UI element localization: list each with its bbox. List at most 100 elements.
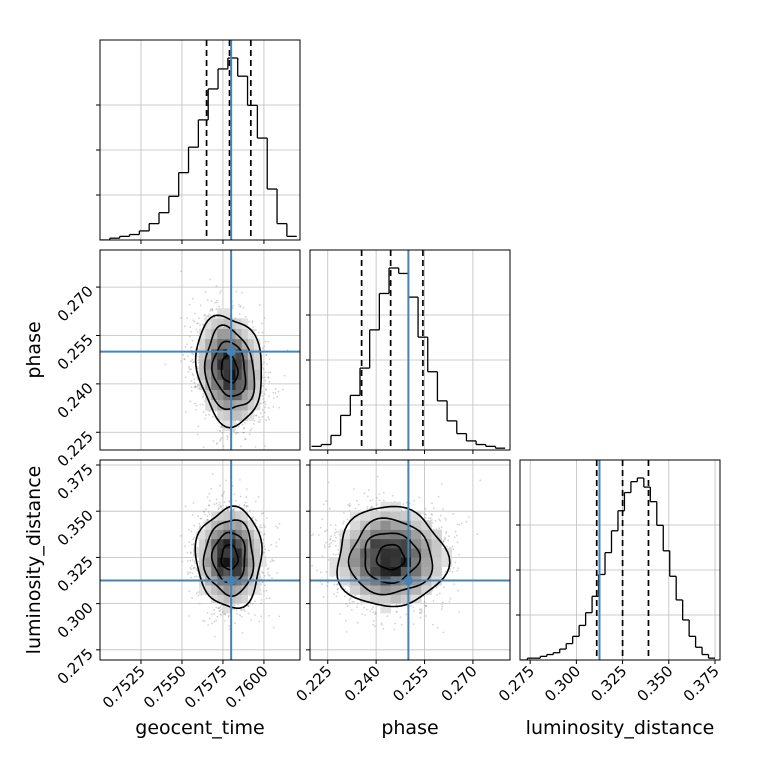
density-cell [217,308,224,319]
sample-point [225,505,228,507]
sample-point [259,412,262,414]
sample-point [241,291,244,294]
panel-frame [99,39,301,241]
sample-point [235,433,238,435]
density-cell [229,566,236,577]
sample-point [195,404,198,407]
sample-point [208,617,211,620]
panel-frame [99,459,301,661]
sample-point [232,605,235,607]
sample-point [192,502,195,504]
sample-point [203,510,206,513]
sample-point [252,423,255,425]
density-cell [235,349,242,360]
sample-point [191,358,194,361]
sample-point [206,299,209,302]
sample-point [194,409,197,411]
density-cell [253,529,261,540]
sample-point [219,484,221,487]
density-cell [229,511,236,521]
sample-point [187,371,190,373]
density-cell [223,318,230,329]
sample-point [209,309,212,312]
contour-level [194,505,263,609]
sample-point [210,487,213,490]
sample-point [217,607,220,609]
sample-point [215,502,218,505]
sample-point [191,572,194,574]
sample-point [192,538,195,540]
density-cell [205,318,212,329]
sample-point [257,331,260,334]
sample-point [242,507,245,510]
sample-point [233,493,236,496]
density-cell [253,349,261,360]
sample-point [224,613,227,615]
sample-point [260,392,263,395]
sample-point [196,569,199,572]
sample-point [218,503,220,506]
sample-point [255,519,258,522]
sample-point [479,479,482,482]
sample-point [264,548,267,551]
density-cell [199,369,206,380]
sample-point [355,606,358,609]
sample-point [270,543,273,546]
sample-point [235,609,238,612]
sample-point [220,290,222,292]
sample-point [202,392,205,395]
density-cell [229,594,236,605]
sample-point [243,610,246,612]
sample-point [259,421,261,423]
sample-point [243,431,246,434]
sample-point [221,432,224,434]
sample-point [335,544,337,547]
sample-point [263,533,265,536]
sample-point [203,417,206,420]
sample-point [187,355,189,357]
sample-point [208,504,211,507]
density-cell [205,369,212,380]
sample-point [275,541,278,544]
sample-point [235,290,238,293]
sample-point [218,507,220,509]
sample-point [189,559,192,562]
sample-point [243,454,245,456]
sample-point [189,400,192,403]
sample-point [278,538,281,541]
sample-point [243,427,246,429]
sample-point [240,305,242,307]
sample-point [252,603,254,605]
sample-point [191,339,194,342]
sample-point [197,322,199,325]
sample-point [184,505,187,508]
sample-point [260,583,262,586]
sample-point [264,445,266,448]
sample-point [258,416,260,419]
sample-point [251,320,254,322]
histogram-phase [311,267,506,449]
sample-point [248,433,251,435]
sample-point [191,361,194,364]
sample-point [197,384,200,387]
density-cell [205,359,212,370]
density-cells [199,308,261,431]
sample-point [191,352,193,355]
sample-point [188,528,190,531]
sample-point [193,378,196,381]
sample-point [278,406,281,409]
sample-point [244,438,246,440]
sample-point [232,509,234,511]
sample-point [198,522,201,525]
sample-point [265,597,268,600]
sample-point [227,436,229,438]
sample-point [232,430,235,433]
density-cell [205,349,212,360]
sample-point [258,620,261,623]
sample-point [209,278,212,281]
sample-point [190,568,193,570]
density-cell [199,538,206,549]
density-cell [217,529,224,540]
density-cell [241,359,249,370]
density-cell [235,410,242,421]
